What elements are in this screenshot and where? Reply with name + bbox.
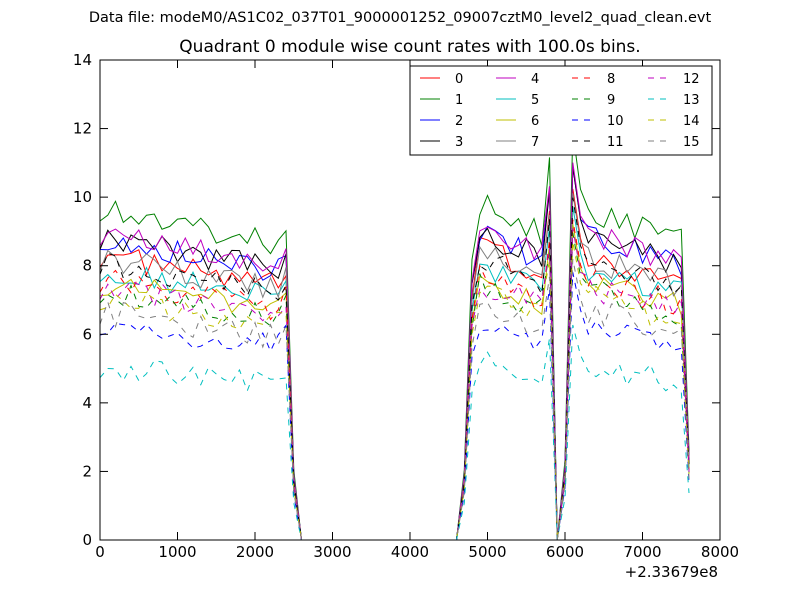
y-tick-label: 10	[73, 188, 92, 206]
x-tick-label: 1000	[158, 543, 196, 561]
figure-suptitle: Data file: modeM0/AS1C02_037T01_90000012…	[88, 10, 712, 26]
legend-label-6: 6	[531, 114, 539, 129]
series-line-14	[99, 241, 690, 541]
legend-label-14: 14	[683, 114, 700, 129]
legend-label-8: 8	[607, 72, 615, 87]
series-lines	[99, 131, 690, 541]
series-line-1	[99, 131, 690, 541]
x-tick-label: 0	[95, 543, 105, 561]
series-line-5	[99, 206, 690, 541]
series-line-0	[99, 188, 690, 541]
legend-label-7: 7	[531, 135, 539, 150]
x-axis-offset-label: +2.33679e8	[624, 563, 718, 581]
x-tick-label: 6000	[546, 543, 584, 561]
legend-label-2: 2	[455, 114, 463, 129]
x-tick-label: 2000	[236, 543, 274, 561]
x-tick-label: 3000	[313, 543, 351, 561]
legend-label-15: 15	[683, 135, 700, 150]
x-tick-label: 5000	[468, 543, 506, 561]
series-line-13	[99, 324, 690, 541]
y-tick-label: 2	[82, 462, 92, 480]
legend-label-3: 3	[455, 135, 463, 150]
y-tick-label: 14	[73, 51, 92, 69]
y-tick-label: 4	[82, 394, 92, 412]
y-tick-label: 12	[73, 120, 92, 138]
chart-title: Quadrant 0 module wise count rates with …	[179, 37, 641, 57]
y-tick-label: 6	[82, 325, 92, 343]
series-line-2	[99, 166, 690, 541]
x-tick-label: 7000	[623, 543, 661, 561]
x-tick-label: 8000	[701, 543, 739, 561]
series-line-12	[99, 228, 690, 541]
series-line-11	[99, 197, 690, 541]
series-line-4	[99, 162, 690, 541]
y-tick-label: 8	[82, 257, 92, 275]
series-line-15	[99, 259, 690, 541]
series-line-10	[99, 272, 690, 541]
legend-label-12: 12	[683, 72, 700, 87]
legend-box	[409, 65, 713, 156]
legend-label-0: 0	[455, 72, 463, 87]
legend-label-10: 10	[607, 114, 624, 129]
x-tick-label: 4000	[391, 543, 429, 561]
legend-label-4: 4	[531, 72, 539, 87]
legend-label-13: 13	[683, 93, 700, 108]
legend-label-9: 9	[607, 93, 615, 108]
legend-label-5: 5	[531, 93, 539, 108]
legend-label-1: 1	[455, 93, 463, 108]
y-tick-label: 0	[82, 531, 92, 549]
series-line-9	[99, 232, 690, 541]
legend-label-11: 11	[607, 135, 624, 150]
series-line-3	[99, 166, 690, 541]
